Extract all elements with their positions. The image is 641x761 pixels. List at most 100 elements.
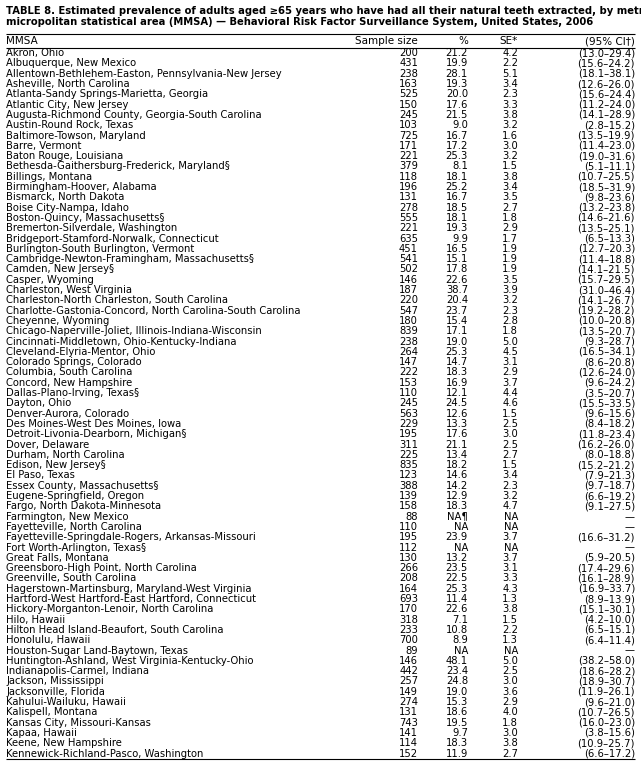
Text: 3.0: 3.0 [503, 728, 518, 738]
Text: 2.5: 2.5 [502, 666, 518, 677]
Text: 22.5: 22.5 [445, 574, 468, 584]
Text: 25.3: 25.3 [445, 151, 468, 161]
Text: 1.3: 1.3 [502, 594, 518, 604]
Text: 8.9: 8.9 [452, 635, 468, 645]
Text: (6.5–13.3): (6.5–13.3) [584, 234, 635, 244]
Text: 839: 839 [399, 326, 418, 336]
Text: 17.2: 17.2 [445, 141, 468, 151]
Text: Casper, Wyoming: Casper, Wyoming [6, 275, 94, 285]
Text: (38.2–58.0): (38.2–58.0) [578, 656, 635, 666]
Text: (2.8–15.2): (2.8–15.2) [584, 120, 635, 130]
Text: 3.4: 3.4 [503, 470, 518, 480]
Text: (14.1–26.7): (14.1–26.7) [578, 295, 635, 305]
Text: 3.2: 3.2 [502, 120, 518, 130]
Text: (31.0–46.4): (31.0–46.4) [578, 285, 635, 295]
Text: (12.6–26.0): (12.6–26.0) [578, 79, 635, 89]
Text: 5.0: 5.0 [502, 336, 518, 346]
Text: Kansas City, Missouri-Kansas: Kansas City, Missouri-Kansas [6, 718, 151, 728]
Text: Columbia, South Carolina: Columbia, South Carolina [6, 368, 133, 377]
Text: 4.7: 4.7 [502, 501, 518, 511]
Text: 196: 196 [399, 182, 418, 192]
Text: Austin-Round Rock, Texas: Austin-Round Rock, Texas [6, 120, 133, 130]
Text: 18.1: 18.1 [445, 172, 468, 182]
Text: Atlantic City, New Jersey: Atlantic City, New Jersey [6, 100, 128, 110]
Text: 9.0: 9.0 [452, 120, 468, 130]
Text: Billings, Montana: Billings, Montana [6, 172, 92, 182]
Text: (3.8–15.6): (3.8–15.6) [584, 728, 635, 738]
Text: 48.1: 48.1 [446, 656, 468, 666]
Text: Fayetteville, North Carolina: Fayetteville, North Carolina [6, 522, 142, 532]
Text: 11.9: 11.9 [445, 749, 468, 759]
Text: (16.6–31.2): (16.6–31.2) [578, 532, 635, 543]
Text: Hagerstown-Martinsburg, Maryland-West Virginia: Hagerstown-Martinsburg, Maryland-West Vi… [6, 584, 251, 594]
Text: 2.7: 2.7 [502, 450, 518, 460]
Text: 3.7: 3.7 [502, 552, 518, 563]
Text: (9.7–18.7): (9.7–18.7) [584, 481, 635, 491]
Text: 170: 170 [399, 604, 418, 614]
Text: —: — [625, 645, 635, 655]
Text: 238: 238 [399, 336, 418, 346]
Text: 3.9: 3.9 [502, 285, 518, 295]
Text: NA: NA [504, 511, 518, 521]
Text: 110: 110 [399, 522, 418, 532]
Text: (13.2–23.8): (13.2–23.8) [578, 202, 635, 212]
Text: 23.7: 23.7 [445, 306, 468, 316]
Text: 112: 112 [399, 543, 418, 552]
Text: Dayton, Ohio: Dayton, Ohio [6, 398, 71, 409]
Text: 13.2: 13.2 [445, 552, 468, 563]
Text: 2.3: 2.3 [502, 89, 518, 100]
Text: 233: 233 [399, 625, 418, 635]
Text: 208: 208 [399, 574, 418, 584]
Text: 103: 103 [399, 120, 418, 130]
Text: Hilo, Hawaii: Hilo, Hawaii [6, 615, 65, 625]
Text: 23.4: 23.4 [446, 666, 468, 677]
Text: Fayetteville-Springdale-Rogers, Arkansas-Missouri: Fayetteville-Springdale-Rogers, Arkansas… [6, 532, 256, 543]
Text: Burlington-South Burlington, Vermont: Burlington-South Burlington, Vermont [6, 244, 194, 254]
Text: Essex County, Massachusetts§: Essex County, Massachusetts§ [6, 481, 158, 491]
Text: micropolitan statistical area (MMSA) — Behavioral Risk Factor Surveillance Syste: micropolitan statistical area (MMSA) — B… [6, 17, 594, 27]
Text: 19.3: 19.3 [445, 79, 468, 89]
Text: 21.1: 21.1 [445, 440, 468, 450]
Text: 245: 245 [399, 398, 418, 409]
Text: (17.4–29.6): (17.4–29.6) [578, 563, 635, 573]
Text: 311: 311 [399, 440, 418, 450]
Text: 12.9: 12.9 [445, 491, 468, 501]
Text: Baton Rouge, Louisiana: Baton Rouge, Louisiana [6, 151, 123, 161]
Text: 563: 563 [399, 409, 418, 419]
Text: Dover, Delaware: Dover, Delaware [6, 440, 89, 450]
Text: 442: 442 [399, 666, 418, 677]
Text: 3.2: 3.2 [502, 151, 518, 161]
Text: 163: 163 [399, 79, 418, 89]
Text: Cleveland-Elyria-Mentor, Ohio: Cleveland-Elyria-Mentor, Ohio [6, 347, 155, 357]
Text: Charlotte-Gastonia-Concord, North Carolina-South Carolina: Charlotte-Gastonia-Concord, North Caroli… [6, 306, 301, 316]
Text: 17.6: 17.6 [445, 100, 468, 110]
Text: 110: 110 [399, 388, 418, 398]
Text: Honolulu, Hawaii: Honolulu, Hawaii [6, 635, 90, 645]
Text: 5.0: 5.0 [502, 656, 518, 666]
Text: Kennewick-Richland-Pasco, Washington: Kennewick-Richland-Pasco, Washington [6, 749, 203, 759]
Text: (14.6–21.6): (14.6–21.6) [578, 213, 635, 223]
Text: 18.3: 18.3 [446, 501, 468, 511]
Text: 221: 221 [399, 151, 418, 161]
Text: NA: NA [454, 522, 468, 532]
Text: %: % [458, 36, 468, 46]
Text: Greenville, South Carolina: Greenville, South Carolina [6, 574, 137, 584]
Text: 3.4: 3.4 [503, 182, 518, 192]
Text: 1.9: 1.9 [502, 265, 518, 275]
Text: 22.6: 22.6 [445, 604, 468, 614]
Text: 2.3: 2.3 [502, 306, 518, 316]
Text: 229: 229 [399, 419, 418, 429]
Text: 20.4: 20.4 [446, 295, 468, 305]
Text: 725: 725 [399, 131, 418, 141]
Text: 2.8: 2.8 [502, 316, 518, 326]
Text: Boston-Quincy, Massachusetts§: Boston-Quincy, Massachusetts§ [6, 213, 165, 223]
Text: 13.4: 13.4 [446, 450, 468, 460]
Text: (8.6–20.8): (8.6–20.8) [584, 357, 635, 367]
Text: (8.9–13.9): (8.9–13.9) [584, 594, 635, 604]
Text: 635: 635 [399, 234, 418, 244]
Text: (11.4–18.8): (11.4–18.8) [578, 254, 635, 264]
Text: 149: 149 [399, 686, 418, 697]
Text: (18.5–31.9): (18.5–31.9) [578, 182, 635, 192]
Text: (18.9–30.7): (18.9–30.7) [578, 677, 635, 686]
Text: NA: NA [454, 543, 468, 552]
